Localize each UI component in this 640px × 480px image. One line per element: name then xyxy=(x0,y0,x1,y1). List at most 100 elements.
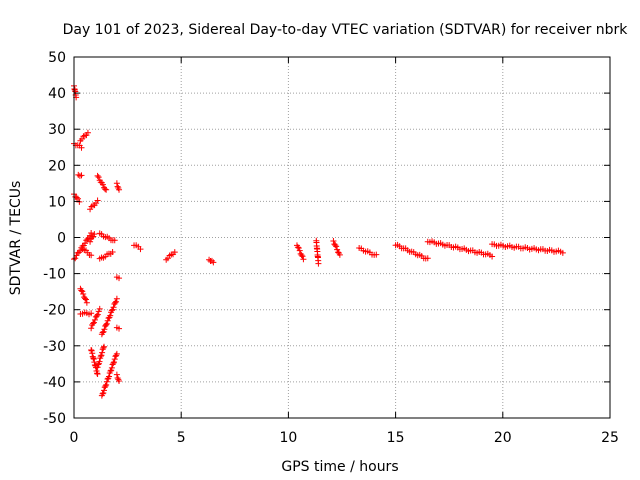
x-axis-label: GPS time / hours xyxy=(281,459,398,475)
data-point xyxy=(424,255,431,262)
y-tick-label: -50 xyxy=(43,411,66,427)
data-point xyxy=(300,256,307,263)
data-point xyxy=(78,144,85,151)
data-point xyxy=(83,299,90,306)
data-point xyxy=(88,230,95,237)
data-point xyxy=(116,275,123,282)
data-point xyxy=(99,329,106,336)
data-point xyxy=(108,307,115,314)
data-point xyxy=(107,312,114,319)
data-point xyxy=(99,390,106,397)
data-point xyxy=(298,252,305,259)
data-point xyxy=(88,325,95,332)
data-point xyxy=(113,350,120,357)
data-point xyxy=(95,174,102,181)
data-point xyxy=(103,186,110,193)
data-point xyxy=(88,310,95,317)
data-point xyxy=(106,373,113,380)
data-point xyxy=(373,251,380,258)
data-point xyxy=(102,382,109,389)
y-tick-label: -40 xyxy=(43,375,66,391)
x-tick-label: 20 xyxy=(494,430,512,446)
data-point xyxy=(84,129,91,136)
data-point xyxy=(111,359,118,366)
data-point xyxy=(489,253,496,260)
data-point xyxy=(294,244,301,251)
data-point xyxy=(88,346,95,353)
data-point xyxy=(113,295,120,302)
data-point xyxy=(333,243,340,250)
data-point xyxy=(88,252,95,259)
y-tick-label: 10 xyxy=(48,194,66,210)
data-point xyxy=(296,247,303,254)
data-point xyxy=(100,344,107,351)
data-point xyxy=(94,197,101,204)
data-point xyxy=(559,249,566,256)
data-point xyxy=(96,305,103,312)
data-point xyxy=(206,256,213,263)
data-point xyxy=(91,359,98,366)
data-point xyxy=(103,381,110,388)
y-axis-label: SDTVAR / TECUs xyxy=(8,181,24,296)
data-point xyxy=(111,237,118,244)
data-point xyxy=(113,180,120,187)
data-point xyxy=(101,387,108,394)
data-points xyxy=(71,82,566,399)
data-point xyxy=(108,364,115,371)
data-point xyxy=(99,349,106,356)
data-point xyxy=(99,181,106,188)
data-point xyxy=(82,240,89,247)
data-point xyxy=(210,259,217,266)
data-point xyxy=(295,245,302,252)
data-point xyxy=(114,374,121,381)
data-point xyxy=(80,133,87,140)
data-point xyxy=(103,378,110,385)
data-point xyxy=(113,371,120,378)
data-point xyxy=(94,370,101,377)
data-point xyxy=(88,203,95,210)
data-point xyxy=(103,321,110,328)
data-point xyxy=(91,319,98,326)
data-point xyxy=(82,296,89,303)
y-tick-label: 20 xyxy=(48,158,66,174)
data-point xyxy=(101,326,108,333)
data-point xyxy=(92,364,99,371)
data-point xyxy=(94,311,101,318)
data-point xyxy=(299,253,306,260)
data-point xyxy=(87,238,94,245)
data-point xyxy=(88,347,95,354)
data-point xyxy=(90,354,97,361)
data-point xyxy=(111,356,118,363)
data-point xyxy=(91,362,98,369)
data-point xyxy=(104,317,111,324)
data-point xyxy=(80,291,87,298)
grid-lines xyxy=(74,57,610,418)
data-point xyxy=(113,298,120,305)
y-tick-label: -10 xyxy=(43,267,66,283)
data-point xyxy=(98,352,105,359)
y-tick-label: -20 xyxy=(43,303,66,319)
data-point xyxy=(102,186,109,193)
x-tick-label: 10 xyxy=(279,430,297,446)
y-tick-label: 0 xyxy=(57,231,66,247)
data-point xyxy=(116,186,123,193)
axis-ticks: 0 5 10 15 20 25 -50 -40 -30 -20 -10 0 10 20 30 40 50 xyxy=(43,50,619,446)
data-point xyxy=(116,378,123,385)
x-tick-label: 25 xyxy=(601,430,619,446)
data-point xyxy=(73,194,80,201)
data-point xyxy=(84,236,91,243)
data-point xyxy=(91,316,98,323)
data-point xyxy=(110,304,117,311)
data-point xyxy=(72,255,79,262)
data-point xyxy=(90,356,97,363)
data-point xyxy=(336,251,343,258)
data-point xyxy=(110,360,117,367)
data-point xyxy=(114,183,121,190)
data-point xyxy=(334,246,341,253)
data-point xyxy=(171,249,178,256)
data-point xyxy=(330,237,337,244)
x-tick-label: 5 xyxy=(177,430,186,446)
data-point xyxy=(109,249,116,256)
data-point xyxy=(137,246,144,253)
